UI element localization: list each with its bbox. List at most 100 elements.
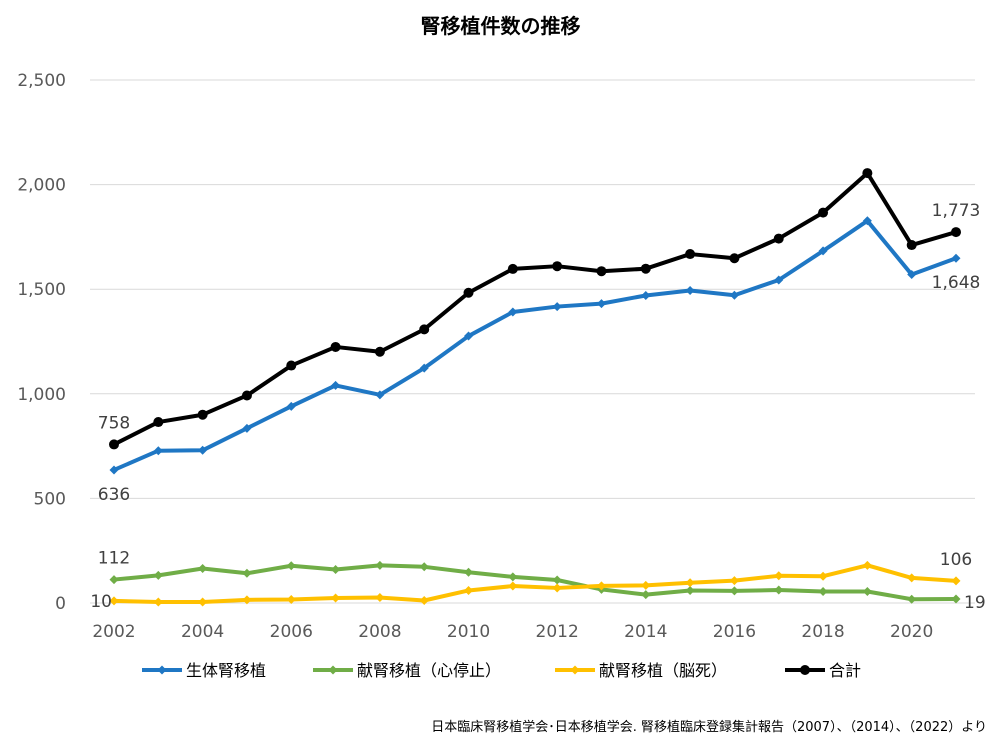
x-tick-label: 2010 bbox=[447, 622, 490, 642]
data-point bbox=[153, 570, 163, 580]
source-note: 日本臨床腎移植学会･日本移植学会. 腎移植臨床登録集計報告（2007）、（201… bbox=[431, 720, 987, 735]
data-point bbox=[552, 583, 562, 593]
data-point bbox=[774, 275, 784, 285]
data-point bbox=[375, 390, 385, 400]
data-point bbox=[818, 571, 828, 581]
data-point bbox=[729, 253, 740, 264]
data-point bbox=[951, 594, 961, 604]
data-point bbox=[330, 341, 341, 352]
x-tick-label: 2012 bbox=[536, 622, 579, 642]
data-point bbox=[552, 302, 562, 312]
data-point bbox=[242, 423, 252, 433]
data-point bbox=[640, 263, 651, 274]
data-point bbox=[109, 465, 119, 475]
chart-title: 腎移植件数の推移 bbox=[420, 14, 581, 38]
data-point bbox=[464, 567, 474, 577]
data-point bbox=[951, 576, 961, 586]
data-point bbox=[464, 331, 474, 341]
data-point bbox=[596, 266, 607, 277]
data-point bbox=[685, 249, 696, 260]
data-point bbox=[419, 562, 429, 572]
series-line-1 bbox=[113, 563, 957, 602]
data-point bbox=[906, 240, 917, 251]
data-label: 106 bbox=[940, 550, 972, 570]
series-line-0 bbox=[113, 218, 957, 472]
y-tick-label: 2,000 bbox=[17, 176, 66, 196]
x-tick-label: 2004 bbox=[181, 622, 224, 642]
y-tick-label: 2,500 bbox=[17, 71, 66, 91]
data-point bbox=[862, 168, 873, 179]
data-point bbox=[729, 586, 739, 596]
data-point bbox=[641, 590, 651, 600]
data-point bbox=[419, 363, 429, 373]
data-point bbox=[552, 261, 563, 272]
data-point bbox=[419, 595, 429, 605]
data-point bbox=[862, 216, 872, 226]
data-label: 19 bbox=[964, 593, 986, 613]
data-point bbox=[729, 576, 739, 586]
data-point bbox=[242, 568, 252, 578]
data-point bbox=[198, 445, 208, 455]
data-point bbox=[641, 290, 651, 300]
y-tick-label: 500 bbox=[34, 489, 66, 509]
data-point bbox=[685, 285, 695, 295]
data-point bbox=[331, 593, 341, 603]
data-point bbox=[818, 586, 828, 596]
data-point bbox=[773, 233, 784, 244]
data-point bbox=[198, 563, 208, 573]
x-tick-label: 2006 bbox=[270, 622, 313, 642]
legend-marker bbox=[157, 665, 167, 675]
data-point bbox=[198, 597, 208, 607]
data-point bbox=[153, 597, 163, 607]
data-point bbox=[907, 573, 917, 583]
data-point bbox=[685, 585, 695, 595]
x-tick-label: 2020 bbox=[890, 622, 933, 642]
data-point bbox=[641, 580, 651, 590]
y-tick-label: 1,000 bbox=[17, 385, 66, 405]
data-point bbox=[729, 290, 739, 300]
data-point bbox=[862, 560, 872, 570]
data-point bbox=[153, 417, 164, 428]
data-point bbox=[774, 585, 784, 595]
data-point bbox=[464, 585, 474, 595]
legend-label: 生体腎移植 bbox=[186, 661, 266, 680]
data-point bbox=[862, 586, 872, 596]
data-point bbox=[685, 578, 695, 588]
data-point bbox=[818, 207, 829, 218]
data-label: 10 bbox=[90, 592, 112, 612]
x-tick-label: 2002 bbox=[92, 622, 135, 642]
x-tick-label: 2014 bbox=[624, 622, 667, 642]
data-point bbox=[507, 263, 518, 274]
y-tick-label: 1,500 bbox=[17, 280, 66, 300]
data-point bbox=[508, 572, 518, 582]
data-point bbox=[286, 561, 296, 571]
data-point bbox=[508, 307, 518, 317]
legend-label: 合計 bbox=[829, 661, 861, 680]
data-point bbox=[109, 596, 119, 606]
data-point bbox=[907, 270, 917, 280]
data-point bbox=[508, 581, 518, 591]
data-label: 1,773 bbox=[932, 201, 981, 221]
legend-label: 献腎移植（脳死） bbox=[599, 661, 727, 680]
data-point bbox=[241, 390, 252, 401]
data-point bbox=[331, 565, 341, 575]
data-point bbox=[109, 439, 119, 450]
data-label: 636 bbox=[98, 485, 130, 505]
legend-marker bbox=[328, 665, 338, 675]
data-point bbox=[374, 346, 385, 357]
data-point bbox=[286, 360, 297, 371]
data-label: 758 bbox=[98, 413, 130, 433]
x-tick-label: 2018 bbox=[801, 622, 844, 642]
x-tick-label: 2016 bbox=[713, 622, 756, 642]
data-point bbox=[153, 446, 163, 456]
data-point bbox=[907, 594, 917, 604]
data-point bbox=[552, 575, 562, 585]
y-tick-label: 0 bbox=[55, 594, 66, 614]
data-label: 112 bbox=[98, 549, 130, 569]
data-point bbox=[109, 575, 119, 585]
data-point bbox=[951, 227, 961, 238]
data-point bbox=[596, 581, 606, 591]
series-line-2 bbox=[113, 563, 957, 604]
data-point bbox=[596, 299, 606, 309]
